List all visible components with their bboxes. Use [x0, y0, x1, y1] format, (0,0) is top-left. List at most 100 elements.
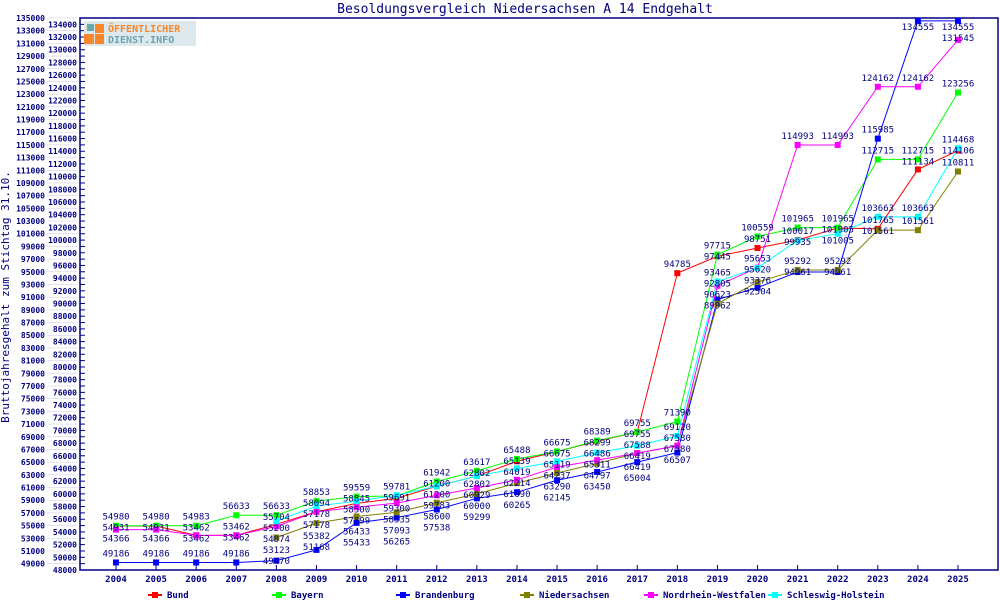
y-tick-label: 65000: [21, 458, 45, 467]
data-label: 115985: [862, 126, 895, 136]
y-tick-label: 131000: [16, 39, 45, 48]
data-label: 65119: [544, 461, 571, 471]
data-label: 64019: [503, 468, 530, 478]
data-label: 97445: [704, 253, 731, 263]
data-point: [193, 522, 200, 529]
data-point: [393, 500, 400, 507]
data-point: [193, 559, 200, 566]
y-tick-label: 81000: [21, 357, 45, 366]
data-point: [433, 478, 440, 485]
data-point: [634, 450, 641, 457]
data-point: [874, 156, 881, 163]
legend-marker: [524, 592, 530, 598]
data-label: 53462: [183, 535, 210, 545]
data-point: [433, 483, 440, 490]
data-label: 101561: [862, 227, 895, 237]
y-tick-label: 94000: [53, 274, 77, 283]
data-label: 64237: [544, 472, 571, 482]
data-label: 49470: [263, 557, 290, 567]
data-point: [554, 469, 561, 476]
data-point: [955, 17, 961, 24]
data-label: 64797: [584, 472, 611, 482]
y-tick-label: 76000: [53, 388, 77, 397]
data-label: 66675: [544, 439, 571, 449]
data-point: [874, 135, 881, 142]
data-label: 67580: [664, 434, 691, 444]
series-niedersachsen: [273, 168, 961, 541]
y-tick-label: 98000: [53, 249, 77, 258]
data-point: [714, 278, 721, 285]
data-label: 95292: [784, 257, 811, 267]
y-tick-label: 62000: [53, 477, 77, 486]
data-point: [874, 83, 881, 90]
y-tick-label: 127000: [16, 65, 45, 74]
data-label: 101765: [862, 216, 895, 226]
y-tick-label: 111000: [16, 166, 45, 175]
data-label: 56633: [263, 502, 290, 512]
data-point: [433, 492, 440, 499]
data-label: 53462: [223, 522, 250, 532]
y-tick-label: 78000: [53, 376, 77, 385]
series-nordrhein-westfalen: [113, 36, 961, 539]
data-point: [914, 17, 921, 24]
data-label: 68389: [584, 428, 611, 438]
data-point: [754, 264, 761, 271]
legend-label: Niedersachsen: [539, 590, 609, 600]
data-label: 101965: [781, 215, 814, 225]
data-point: [153, 526, 160, 533]
data-point: [754, 279, 761, 286]
y-tick-label: 92000: [53, 287, 77, 296]
data-point: [513, 476, 520, 483]
data-label: 69755: [624, 419, 651, 429]
data-label: 58535: [383, 515, 410, 525]
data-label: 67588: [624, 441, 651, 451]
data-point: [273, 557, 280, 564]
x-tick-label: 2012: [426, 575, 448, 585]
data-point: [634, 459, 641, 466]
data-label: 56433: [343, 528, 370, 538]
data-label: 59300: [383, 504, 410, 514]
data-point: [594, 449, 601, 456]
data-label: 110811: [942, 158, 975, 168]
data-point: [113, 522, 119, 529]
series-line: [116, 20, 958, 563]
y-tick-label: 116000: [48, 135, 77, 144]
data-label: 49186: [223, 549, 250, 559]
data-point: [874, 227, 881, 234]
y-tick-label: 115000: [16, 141, 45, 150]
y-tick-label: 48000: [53, 566, 77, 575]
data-label: 101965: [821, 215, 854, 225]
y-tick-label: 85000: [21, 331, 45, 340]
data-point: [794, 141, 801, 148]
data-label: 114993: [821, 132, 854, 142]
data-label: 59299: [463, 513, 490, 523]
y-tick-label: 90000: [53, 300, 77, 309]
data-label: 101005: [821, 237, 854, 247]
data-label: 92504: [744, 288, 771, 298]
legend-marker: [152, 592, 158, 598]
data-point: [955, 145, 961, 152]
data-label: 103663: [862, 204, 895, 214]
data-point: [834, 230, 841, 237]
data-label: 124162: [902, 74, 935, 84]
data-point: [513, 489, 520, 496]
data-label: 67580: [664, 445, 691, 455]
x-tick-label: 2022: [827, 575, 849, 585]
data-label: 114993: [781, 132, 814, 142]
data-label: 101561: [902, 217, 935, 227]
data-label: 55382: [303, 532, 330, 542]
data-point: [674, 418, 681, 425]
x-tick-label: 2021: [787, 575, 809, 585]
data-label: 112715: [862, 146, 895, 156]
data-point: [113, 559, 119, 566]
x-tick-label: 2023: [867, 575, 889, 585]
data-point: [594, 457, 601, 464]
data-label: 101905: [821, 226, 854, 236]
data-point: [794, 224, 801, 231]
y-tick-label: 119000: [16, 116, 45, 125]
data-label: 54366: [143, 535, 170, 545]
data-label: 63290: [544, 483, 571, 493]
data-label: 65139: [503, 457, 530, 467]
y-tick-label: 50000: [53, 553, 77, 562]
